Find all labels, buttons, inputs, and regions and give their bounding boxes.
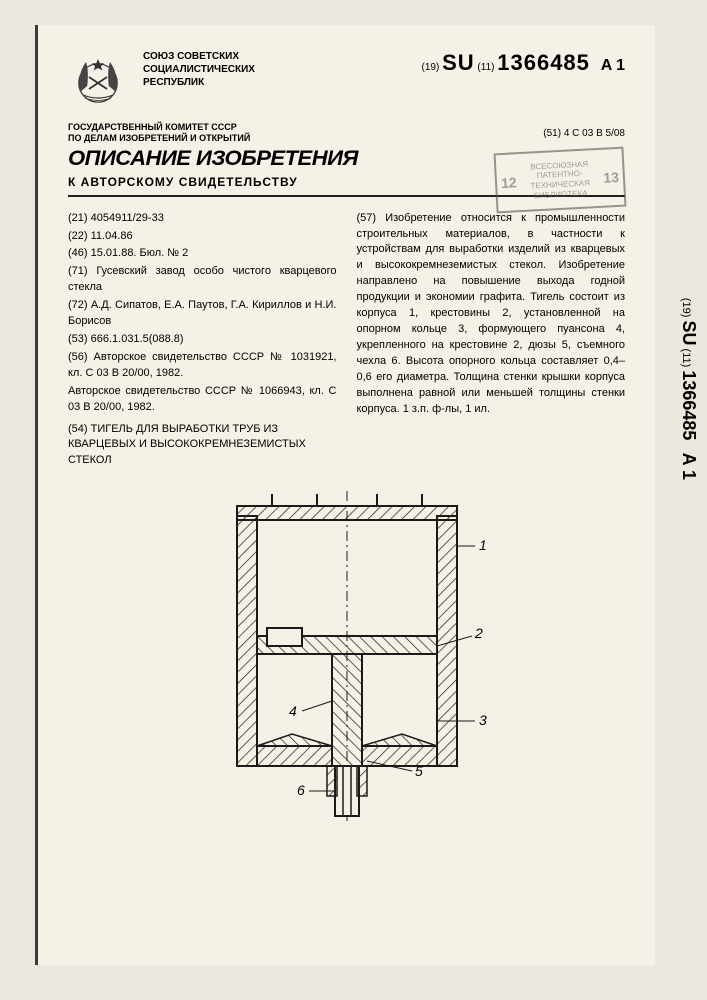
side-prefix-19: (19): [680, 298, 692, 318]
crucible-diagram: 1 2 3 4 5 6: [197, 486, 497, 826]
stamp-num-right: 13: [603, 169, 619, 187]
stamp-num-left: 12: [501, 174, 517, 192]
label-3: 3: [479, 712, 487, 728]
pub-prefix-19: (19): [422, 62, 440, 73]
biblio-columns: (21) 4054911/29-33 (22) 11.04.86 (46) 15…: [68, 211, 625, 468]
pub-kind: A 1: [601, 57, 625, 74]
field-71: (71) Гусевский завод особо чистого кварц…: [68, 264, 337, 296]
patent-page: СОЮЗ СОВЕТСКИХ СОЦИАЛИСТИЧЕСКИХ РЕСПУБЛИ…: [35, 25, 655, 965]
field-46: (46) 15.01.88. Бюл. № 2: [68, 246, 337, 262]
header-row: СОЮЗ СОВЕТСКИХ СОЦИАЛИСТИЧЕСКИХ РЕСПУБЛИ…: [68, 50, 625, 110]
country-line3: РЕСПУБЛИК: [143, 76, 407, 89]
field-56a: (56) Авторское свидетельство СССР № 1031…: [68, 350, 337, 382]
label-6: 6: [297, 782, 305, 798]
document-title: ОПИСАНИЕ ИЗОБРЕТЕНИЯ: [68, 147, 358, 171]
field-22: (22) 11.04.86: [68, 229, 337, 245]
country-name: СОЮЗ СОВЕТСКИХ СОЦИАЛИСТИЧЕСКИХ РЕСПУБЛИ…: [143, 50, 407, 89]
country-line2: СОЦИАЛИСТИЧЕСКИХ: [143, 63, 407, 76]
side-publication-number: (19) SU (11) 1366485 A 1: [678, 298, 699, 480]
country-line1: СОЮЗ СОВЕТСКИХ: [143, 50, 407, 63]
abstract: (57) Изобретение относится к промышленно…: [357, 211, 626, 418]
right-column: (57) Изобретение относится к промышленно…: [357, 211, 626, 468]
label-1: 1: [479, 537, 487, 553]
field-56b: Авторское свидетельство СССР № 1066943, …: [68, 384, 337, 416]
label-2: 2: [474, 625, 483, 641]
side-prefix-11: (11): [680, 349, 692, 368]
field-72: (72) А.Д. Сипатов, Е.А. Паутов, Г.А. Кир…: [68, 298, 337, 330]
side-kind: A 1: [679, 453, 699, 480]
field-53: (53) 666.1.031.5(088.8): [68, 332, 337, 348]
pub-number-value: 1366485: [497, 50, 590, 75]
field-21: (21) 4054911/29-33: [68, 211, 337, 227]
side-number-value: 1366485: [679, 370, 699, 440]
field-54: (54) ТИГЕЛЬ ДЛЯ ВЫРАБОТКИ ТРУБ ИЗ КВАРЦЕ…: [68, 422, 337, 468]
ussr-emblem-icon: [68, 50, 128, 110]
figure: 1 2 3 4 5 6: [68, 486, 625, 826]
side-su: SU: [679, 320, 699, 345]
pub-prefix-11: (11): [477, 62, 494, 73]
label-4: 4: [289, 703, 297, 719]
library-stamp: 12 ВСЕСОЮЗНАЯ ПАТЕНТНО- ТЕХНИЧЕСКАЯ БИБЛ…: [494, 147, 627, 214]
label-5: 5: [415, 763, 423, 779]
left-column: (21) 4054911/29-33 (22) 11.04.86 (46) 15…: [68, 211, 337, 468]
pub-su: SU: [442, 50, 475, 75]
publication-number: (19) SU (11) 1366485 A 1: [422, 50, 626, 76]
